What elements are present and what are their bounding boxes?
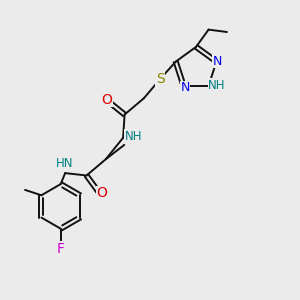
Text: S: S	[156, 72, 165, 86]
Text: NH: NH	[125, 130, 142, 143]
Text: O: O	[101, 93, 112, 107]
Text: NH: NH	[208, 79, 226, 92]
Text: N: N	[212, 55, 222, 68]
Text: O: O	[97, 186, 107, 200]
Text: N: N	[180, 82, 190, 94]
Text: HN: HN	[56, 157, 73, 170]
Text: F: F	[57, 242, 65, 256]
